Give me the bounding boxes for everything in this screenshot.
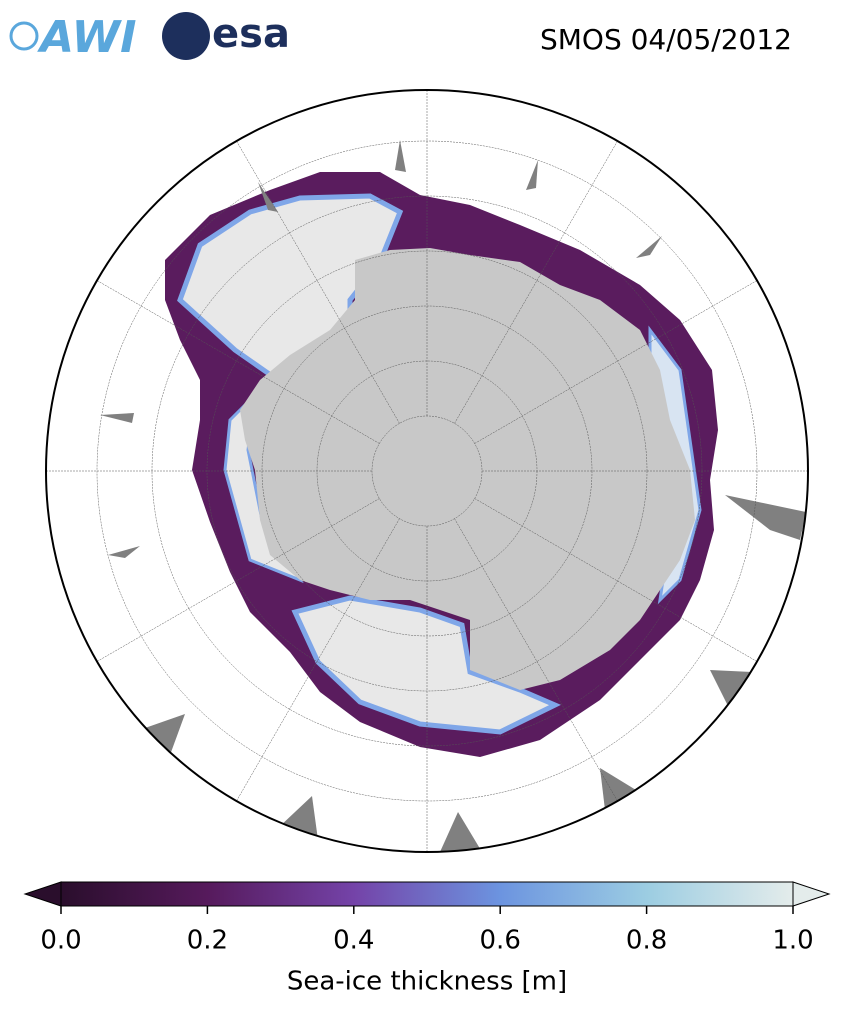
esa-logo: esa [162,11,290,60]
sea-ice-west [223,390,304,584]
longitude-line [474,280,758,444]
colorbar-extend-low [23,881,62,907]
colorbar-label: Sea-ice thickness [m] [287,967,567,997]
land [710,670,752,710]
awi-logo: AWI [9,12,137,63]
land [100,413,134,423]
antarctica [240,248,695,690]
map-title: SMOS 04/05/2012 [540,23,792,56]
colorbar-tick-label: 0.2 [187,926,228,956]
awi-globe [9,21,39,51]
map-border [45,89,809,853]
land [145,714,185,755]
longitude-line [454,518,618,802]
map [46,90,808,852]
graticule [46,90,808,852]
longitude-line [236,140,400,424]
land [108,546,140,558]
longitude-line [474,498,758,662]
colorbar-tick-label: 0.4 [333,926,374,956]
sea-ice-ross [291,595,561,735]
esa-mark [162,12,210,60]
land [395,140,406,172]
colorbar-tick-label: 0.6 [480,926,521,956]
land [725,495,806,540]
land [526,160,538,190]
longitude-line [236,518,400,802]
colorbar-tick-label: 0.0 [40,926,81,956]
colorbar-tick-label: 1.0 [772,926,813,956]
land [636,236,662,258]
colorbar-ramp [60,881,794,907]
awi-text: AWI [37,12,137,63]
longitude-line [96,498,380,662]
longitude-line [96,280,380,444]
longitude-line [454,140,618,424]
colorbar-extend-high [792,881,831,907]
esa-text: esa [212,11,290,57]
land [600,768,636,810]
land [440,812,482,852]
colorbar-tick-label: 0.8 [626,926,667,956]
colorbar: Sea-ice thickness [m] 0.0 0.2 0.4 0.6 0.8 1.0 [23,881,831,997]
